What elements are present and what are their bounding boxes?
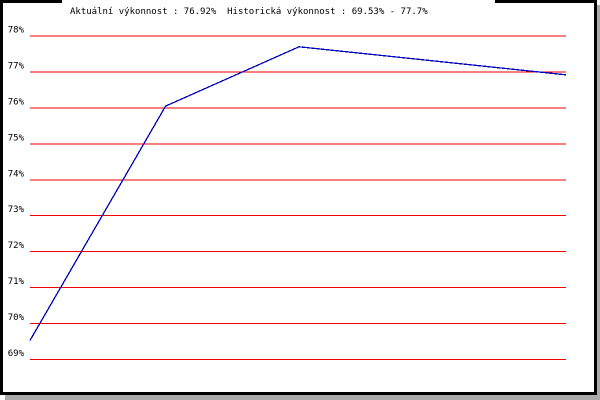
chart-title: Aktuální výkonnost : 76.92% Historická v… bbox=[70, 7, 428, 17]
y-axis-label: 74% bbox=[8, 169, 25, 179]
y-axis-label: 73% bbox=[8, 205, 25, 215]
y-axis-label: 71% bbox=[8, 277, 25, 287]
y-axis-label: 72% bbox=[8, 241, 25, 251]
y-axis-label: 75% bbox=[8, 133, 25, 143]
performance-line bbox=[29, 46, 567, 341]
y-axis-label: 69% bbox=[8, 349, 25, 359]
title-border-gap bbox=[62, 0, 495, 3]
y-axis-label: 76% bbox=[8, 97, 25, 107]
y-axis-label: 77% bbox=[8, 61, 25, 71]
y-axis-label: 70% bbox=[8, 313, 25, 323]
y-axis-label: 78% bbox=[8, 26, 25, 36]
